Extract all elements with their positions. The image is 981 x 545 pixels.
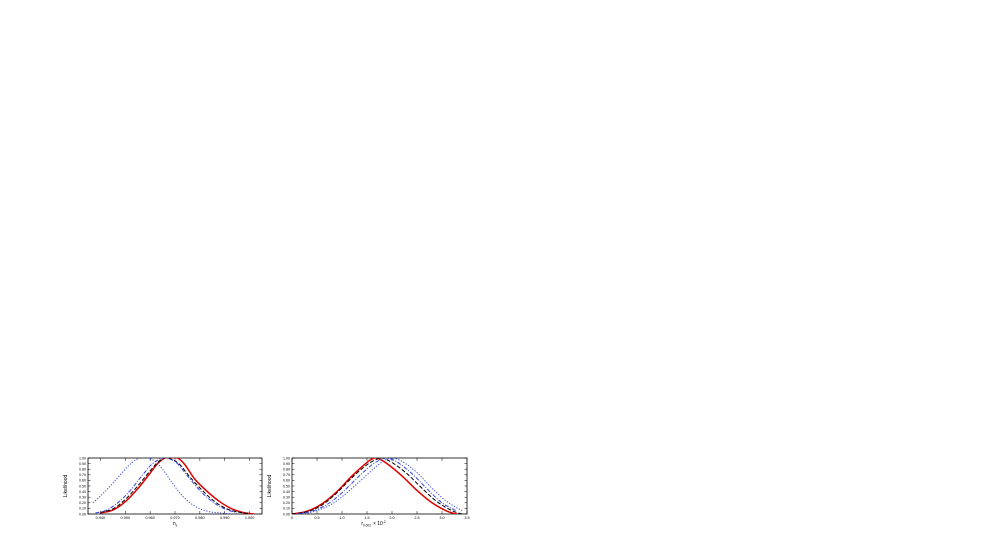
x-tick-label: 0.980 [195, 516, 205, 520]
y-tick-label: 0.20 [283, 501, 290, 505]
y-tick-label: 0.90 [283, 462, 290, 466]
series-line-4 [95, 458, 238, 514]
series-line-1 [100, 458, 255, 514]
x-tick-label: 2.5 [414, 516, 419, 520]
y-tick-label: 0.10 [79, 507, 86, 511]
x-tick-label: 1.000 [245, 516, 255, 520]
y-tick-label: 0.60 [79, 479, 86, 483]
y-tick-label: 0.70 [283, 473, 290, 477]
y-tick-label: 0.40 [79, 490, 86, 494]
x-tick-label: 0.990 [220, 516, 230, 520]
x-axis-label-subscript: 0.002 [363, 524, 371, 528]
series-line-3 [92, 458, 233, 514]
y-tick-label: 0.50 [79, 484, 86, 488]
x-axis-label-suffix: × 10 [373, 521, 383, 527]
y-tick-label: 0.90 [79, 462, 86, 466]
y-tick-label: 0.00 [79, 512, 86, 516]
y-tick-label: 0.80 [283, 468, 290, 472]
y-tick-label: 0.40 [283, 490, 290, 494]
series-line-3 [301, 458, 463, 514]
x-tick-label: 0.940 [96, 516, 106, 520]
x-axis-label: ns [173, 521, 178, 528]
series-line-1 [292, 458, 458, 514]
x-tick-label: 3.5 [464, 516, 469, 520]
y-tick-label: 0.20 [79, 501, 86, 505]
y-tick-label: 1.00 [79, 456, 86, 460]
series-line-2 [100, 458, 250, 514]
x-axis-label-main: n [173, 521, 176, 527]
chart-panel-left: 0.000.10 0.200.30 0.40 0.500.60 0.700.80 0.90… [63, 456, 263, 528]
y-tick-label: 0.30 [283, 496, 290, 500]
x-tick-label: 1.5 [364, 516, 369, 520]
x-axis-label-superscript: -2 [383, 520, 386, 524]
y-tick-label: 0.60 [283, 479, 290, 483]
x-tick-label: 0.970 [170, 516, 180, 520]
y-tick-label: 0.70 [79, 473, 86, 477]
x-tick-label: 1.0 [339, 516, 344, 520]
x-tick-label: 0 [291, 516, 293, 520]
x-tick-label: 2.0 [389, 516, 394, 520]
y-axis-label: Likelihood [267, 475, 273, 498]
x-tick-label: 0.950 [121, 516, 131, 520]
x-axis-label-subscript: s [176, 524, 178, 528]
y-tick-label: 0.50 [283, 484, 290, 488]
x-axis-label-main: r [361, 521, 363, 527]
x-axis-label: r0.002 × 10-2 [361, 520, 386, 528]
y-tick-label: 0.30 [79, 496, 86, 500]
series-line-2 [292, 458, 463, 514]
y-tick-label: 1.00 [283, 456, 290, 460]
x-tick-label: 3.0 [439, 516, 444, 520]
y-axis-label: Likelihood [63, 475, 69, 498]
x-tick-label: 0.5 [314, 516, 319, 520]
chart-panel-right: 0.000.100.200.300.400.500.600.700.800.90… [267, 456, 470, 527]
y-tick-label: 0.80 [79, 468, 86, 472]
y-tick-label: 0.10 [283, 507, 290, 511]
x-tick-label: 0.960 [145, 516, 155, 520]
y-tick-label: 0.00 [283, 512, 290, 516]
